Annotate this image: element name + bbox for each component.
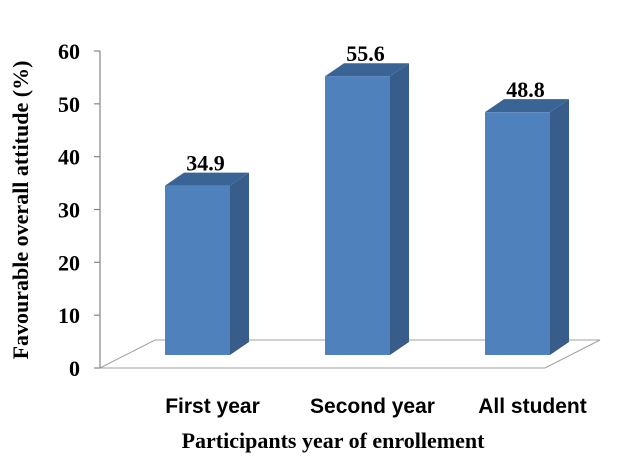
bar-side	[230, 172, 249, 355]
y-tick-label: 60	[58, 39, 80, 64]
bar	[485, 112, 550, 355]
bars	[165, 63, 569, 355]
y-tick-label: 20	[58, 250, 80, 275]
x-category-label: Second year	[310, 395, 435, 418]
x-axis-title: Participants year of enrollement	[182, 428, 486, 453]
y-axis-title: Favourable overall attitude (%)	[8, 61, 33, 360]
x-category-labels: First year Second year All student	[165, 395, 587, 418]
data-label: 48.8	[506, 77, 545, 102]
y-axis	[94, 50, 101, 369]
y-tick-label: 0	[69, 356, 80, 381]
bar	[165, 185, 230, 355]
data-label: 34.9	[186, 151, 225, 176]
bar	[325, 76, 390, 355]
y-tick-label: 50	[58, 92, 80, 117]
bar-top	[485, 99, 569, 113]
bar-side	[550, 99, 569, 355]
y-tick-label: 40	[58, 145, 80, 170]
y-tick-label: 30	[58, 198, 80, 223]
data-labels: 34.9 55.6 48.8	[186, 41, 545, 175]
data-label: 55.6	[346, 41, 385, 66]
x-category-label: First year	[165, 395, 260, 418]
chart-floor	[99, 339, 601, 369]
y-tick-labels: 0 10 20 30 40 50 60	[58, 39, 80, 381]
bar-side	[390, 63, 409, 355]
bar-top	[325, 63, 409, 77]
floor-outline	[99, 339, 601, 369]
bar-top	[165, 172, 249, 186]
y-tick-label: 10	[58, 303, 80, 328]
x-category-label: All student	[478, 395, 587, 418]
